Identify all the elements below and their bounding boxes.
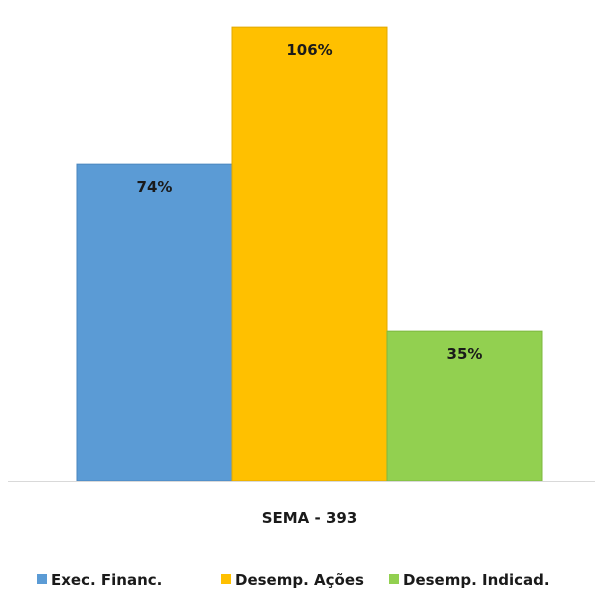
legend: Exec. Financ. Desemp. Ações Desemp. Indica… [37, 571, 550, 589]
data-label-group: 74% 106% 35% [137, 41, 483, 363]
legend-swatch [389, 574, 399, 584]
legend-label: Desemp. Indicad. [403, 571, 550, 589]
bar-exec-financ [76, 163, 233, 482]
legend-swatch [37, 574, 47, 584]
data-label: 74% [137, 178, 173, 196]
bar-desemp-indicad [386, 330, 543, 482]
legend-swatch [221, 574, 231, 584]
data-label: 35% [447, 345, 483, 363]
bar-group [76, 26, 543, 482]
category-label: SEMA - 393 [262, 509, 358, 527]
bar-desemp-a-es [231, 26, 388, 482]
legend-label: Desemp. Ações [235, 571, 364, 589]
data-label: 106% [286, 41, 332, 59]
legend-label: Exec. Financ. [51, 571, 162, 589]
